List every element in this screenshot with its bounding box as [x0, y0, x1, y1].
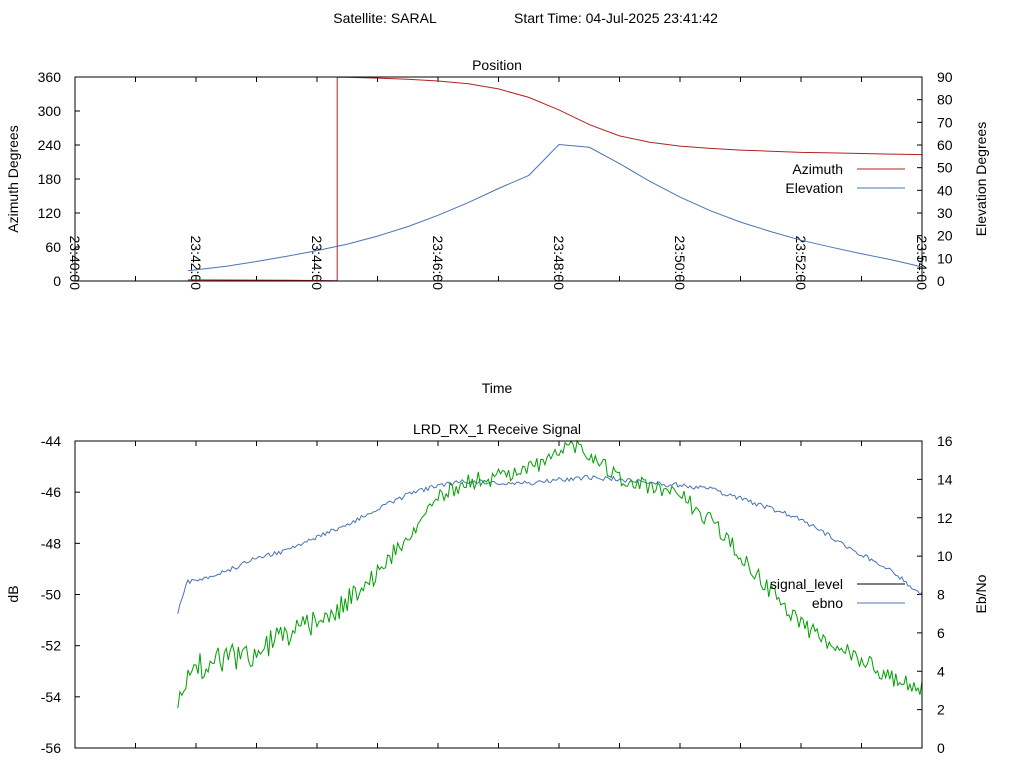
receive-signal-y-tick-label: -44	[41, 433, 61, 449]
receive-signal-y2-tick-label: 6	[937, 625, 945, 641]
position-y-axis-label: Azimuth Degrees	[5, 125, 21, 232]
position-x-tick-label: 23:46:00	[430, 236, 446, 291]
position-y2-tick-label: 50	[937, 160, 953, 176]
receive-signal-y-tick-label: -54	[41, 689, 61, 705]
position-y2-tick-label: 40	[937, 182, 953, 198]
position-y-tick-label: 360	[38, 69, 62, 85]
receive-signal-series-line	[177, 474, 923, 614]
position-y-tick-label: 120	[38, 205, 62, 221]
receive-signal-y-tick-label: -46	[41, 484, 61, 500]
position-legend-label: Elevation	[785, 180, 843, 196]
receive-signal-y2-tick-label: 8	[937, 587, 945, 603]
position-y-tick-label: 180	[38, 171, 62, 187]
receive-signal-y2-axis-label: Eb/No	[973, 574, 989, 613]
receive-signal-y2-tick-label: 10	[937, 548, 953, 564]
position-chart: Position Time Azimuth Degrees Elevation …	[5, 57, 989, 396]
receive-signal-y2-tick-label: 4	[937, 663, 945, 679]
position-x-tick-label: 23:48:00	[551, 236, 567, 291]
position-x-tick-label: 23:42:00	[188, 236, 204, 291]
receive-signal-y-tick-label: -56	[41, 740, 61, 756]
receive-signal-legend-label: ebno	[812, 595, 843, 611]
position-legend-label: Azimuth	[792, 161, 843, 177]
position-y-tick-label: 60	[45, 239, 61, 255]
position-x-tick-label: 23:44:00	[309, 236, 325, 291]
receive-signal-legend-label: signal_level	[770, 576, 843, 592]
position-y2-tick-label: 80	[937, 92, 953, 108]
figure-title-satellite: Satellite: SARAL	[333, 10, 437, 26]
receive-signal-chart: LRD_RX_1 Receive Signal dB Eb/No -56 -54 -…	[5, 421, 989, 756]
position-x-tick-label: 23:50:00	[672, 236, 688, 291]
position-chart-title: Position	[472, 57, 522, 73]
receive-signal-y2-tick-label: 12	[937, 510, 953, 526]
position-y2-tick-label: 30	[937, 205, 953, 221]
position-plot-frame	[74, 76, 923, 282]
position-x-axis-label: Time	[482, 380, 513, 396]
position-x-tick-label: 23:52:00	[793, 236, 809, 291]
position-y2-tick-label: 20	[937, 228, 953, 244]
position-series-line	[187, 143, 923, 272]
position-y-tick-label: 300	[38, 103, 62, 119]
receive-signal-y2-tick-label: 14	[937, 471, 953, 487]
position-y2-axis-label: Elevation Degrees	[973, 122, 989, 236]
position-y2-tick-label: 10	[937, 250, 953, 266]
receive-signal-y2-tick-label: 2	[937, 702, 945, 718]
receive-signal-plot-frame	[74, 440, 923, 749]
position-y2-tick-label: 90	[937, 69, 953, 85]
receive-signal-y2-tick-label: 16	[937, 433, 953, 449]
receive-signal-y2-tick-label: 0	[937, 740, 945, 756]
receive-signal-y-tick-label: -50	[41, 587, 61, 603]
receive-signal-y-tick-label: -52	[41, 638, 61, 654]
position-y2-tick-label: 60	[937, 137, 953, 153]
position-y2-tick-label: 70	[937, 114, 953, 130]
receive-signal-y-tick-label: -48	[41, 535, 61, 551]
receive-signal-chart-title: LRD_RX_1 Receive Signal	[413, 421, 581, 437]
position-y-tick-label: 0	[53, 273, 61, 289]
figure-title-start-time: Start Time: 04-Jul-2025 23:41:42	[514, 10, 718, 26]
receive-signal-y-axis-label: dB	[5, 585, 21, 602]
position-y-tick-label: 240	[38, 137, 62, 153]
receive-signal-series-line	[177, 439, 923, 709]
position-y2-tick-label: 0	[937, 273, 945, 289]
